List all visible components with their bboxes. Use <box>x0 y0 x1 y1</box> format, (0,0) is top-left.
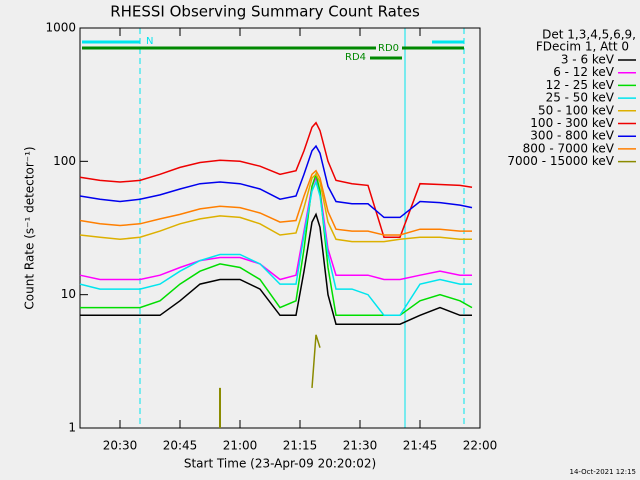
y-axis-label: Count Rate (s⁻¹ detector⁻¹) <box>23 146 37 309</box>
x-tick-label: 21:45 <box>403 439 438 453</box>
legend-header: FDecim 1, Att 0 <box>536 40 629 54</box>
x-tick-label: 22:00 <box>463 439 498 453</box>
x-tick-label: 21:15 <box>283 439 318 453</box>
flag-label: RD4 <box>345 52 366 63</box>
legend-label: 3 - 6 keV <box>561 53 615 67</box>
legend-label: 100 - 300 keV <box>530 116 614 130</box>
chart-title: RHESSI Observing Summary Count Rates <box>110 3 420 21</box>
series-line <box>79 121 473 238</box>
x-tick-label: 21:00 <box>223 439 258 453</box>
x-axis-label: Start Time (23-Apr-09 20:20:02) <box>184 457 376 471</box>
legend-header: Det 1,3,4,5,6,9, <box>542 28 636 42</box>
y-tick-label: 1000 <box>45 21 76 35</box>
x-tick-label: 20:45 <box>163 439 198 453</box>
series-line <box>311 334 321 388</box>
legend-label: 800 - 7000 keV <box>523 141 615 155</box>
y-tick-label: 100 <box>53 154 76 168</box>
plot-frame <box>79 27 481 429</box>
x-tick-label: 21:30 <box>343 439 378 453</box>
legend-label: 6 - 12 keV <box>553 65 615 79</box>
legend-label: 50 - 100 keV <box>538 103 615 117</box>
footer: 14-Oct-2021 12:15 <box>570 468 636 476</box>
series-line <box>79 173 472 243</box>
series-line <box>79 169 472 236</box>
x-tick-label: 20:30 <box>103 439 138 453</box>
y-tick-label: 10 <box>61 287 76 301</box>
series-line <box>80 212 472 325</box>
series-line <box>79 175 472 281</box>
legend-label: 7000 - 15000 keV <box>507 154 614 168</box>
y-tick-label: 1 <box>68 421 76 435</box>
series-line <box>79 144 473 219</box>
flag-label: N <box>146 36 153 47</box>
flag-label: RD0 <box>378 43 399 54</box>
legend-label: 25 - 50 keV <box>546 91 615 105</box>
legend-label: 300 - 800 keV <box>530 129 614 143</box>
series-line <box>79 179 472 317</box>
legend-label: 12 - 25 keV <box>546 78 615 92</box>
